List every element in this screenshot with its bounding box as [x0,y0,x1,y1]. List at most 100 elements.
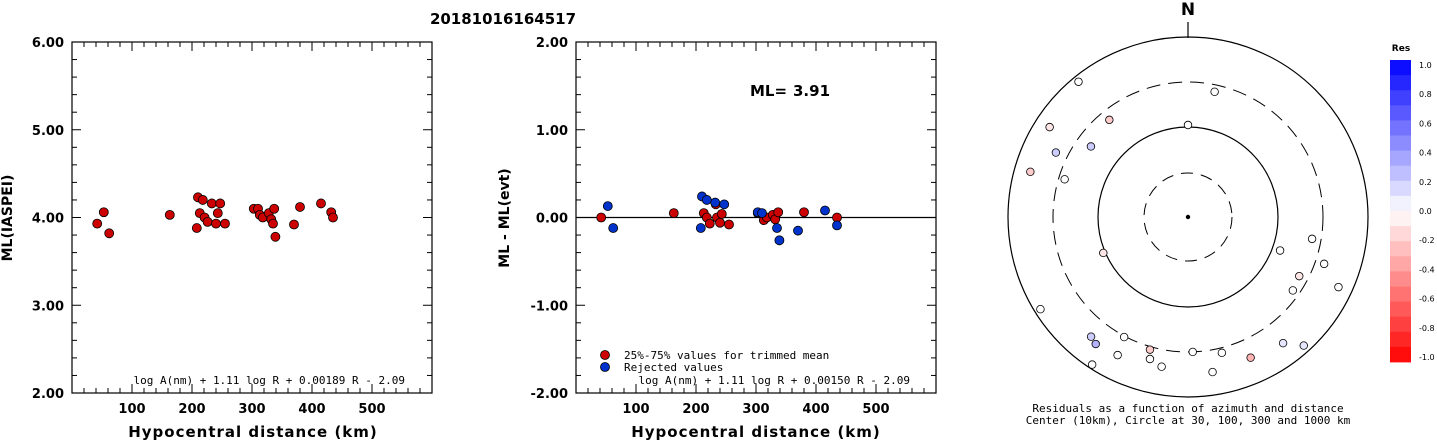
polar-residual-point [1119,332,1129,342]
polar-residual-point [1217,348,1227,358]
left-data-point [104,228,115,239]
colorbar-cell [1390,60,1411,76]
rejected-data-point [602,201,613,211]
colorbar-cells [1390,60,1411,363]
colorbar-cell [1390,90,1411,106]
colorbar-cell [1390,316,1411,333]
colorbar-cell [1390,75,1411,91]
polar-residual-point [1183,120,1193,130]
middle-x-tick-label: 200 [682,402,709,417]
left-y-tick-label: 6.00 [32,36,64,51]
ring-30km [1143,172,1233,262]
rejected-data-point [701,195,712,205]
colorbar-cell [1390,301,1411,318]
left-x-tick-label: 400 [298,402,325,417]
colorbar-cell [1390,286,1411,302]
polar-residual-point [1334,282,1343,292]
legend-trimmed-label: 25%-75% values for trimmed mean [624,349,829,362]
polar-residual-point [1145,345,1155,354]
colorbar-tick-label: 0.2 [1419,178,1432,187]
middle-x-tick-label: 100 [622,402,649,417]
rejected-data-point [757,208,767,219]
left-x-tick-label: 200 [178,402,205,417]
middle-x-tick-label: 500 [862,402,889,417]
colorbar-cell [1390,195,1411,212]
polar-residual-point [1091,339,1100,349]
polar-residual-point [1278,338,1288,348]
middle-x-tick-label: 400 [802,402,829,417]
center-point [1185,214,1191,220]
left-y-axis-label: ML(IASPEI) [0,175,16,262]
left-data-point [98,207,109,218]
polar-residual-point [1099,248,1108,258]
left-data-point [289,219,299,230]
middle-x-tick-label: 300 [742,402,769,417]
left-plot-frame [71,41,433,394]
polar-residual-point [1045,122,1054,132]
left-formula: log A(nm) + 1.11 log R + 0.00189 R - 2.0… [133,374,405,387]
left-y-tick-label: 2.00 [32,387,64,402]
colorbar-cell [1390,226,1411,242]
left-data-points [92,192,338,242]
polar-residual-point [1157,362,1166,371]
rejected-data-point [820,205,830,216]
colorbar-title: Res [1392,44,1410,54]
middle-y-axis-label: ML - ML(evt) [497,168,513,267]
left-data-point [202,216,213,227]
polar-residual-point [1105,115,1114,125]
polar-residual-point [1086,332,1096,341]
polar-panel: N Residuals as a function of azimuth and… [1007,0,1369,427]
colorbar-tick-label: -0.8 [1419,324,1435,333]
polar-residual-point [1036,305,1045,314]
trimmed-data-point [773,207,784,218]
left-axis-ticks: 100 200 300 400 500 2.00 3.00 4.00 5.00 6.00 [32,36,433,417]
ring-300km [1052,81,1324,353]
left-data-point [270,231,281,242]
north-label: N [1181,0,1195,20]
middle-axis-ticks: 100 200 300 400 500 -2.00 -1.00 0.00 1.00 2.00 [531,36,937,417]
colorbar-cell [1390,241,1411,257]
colorbar-tick-label: 0.4 [1419,149,1432,158]
middle-y-tick-label: 1.00 [536,124,568,139]
colorbar-cell [1390,256,1411,272]
rejected-data-point [772,223,782,233]
polar-residual-point [1210,87,1219,96]
colorbar-tick-label: -1.0 [1419,353,1435,362]
colorbar-cell [1390,165,1411,182]
rejected-data-point [719,199,730,210]
left-data-point [328,212,338,223]
polar-residual-point [1060,175,1069,184]
colorbar-labels: 1.0 0.8 0.6 0.4 0.2 0.0 -0.2 -0.4 -0.6 -0.8 -1.0 [1419,61,1435,362]
middle-panel: 100 200 300 400 500 -2.00 -1.00 0.00 1.00 2.00 ML… [497,36,937,441]
legend-rejected-marker [600,362,610,372]
rejected-data-point [774,235,785,246]
ml-value: 3.91 [793,82,830,100]
rejected-data-point [793,225,803,236]
middle-y-tick-label: 0.00 [536,212,568,227]
trimmed-data-point [668,208,679,219]
middle-y-tick-label: -2.00 [531,387,568,402]
colorbar-cell [1390,120,1411,136]
polar-residual-point [1188,347,1197,357]
colorbar-cell [1390,135,1411,151]
colorbar-tick-label: -0.4 [1419,265,1435,274]
polar-residual-point [1208,367,1217,377]
colorbar-tick-label: 1.0 [1419,61,1432,70]
left-data-point [197,195,208,205]
left-x-tick-label: 500 [358,402,385,417]
colorbar-cell [1390,331,1411,348]
polar-residual-point [1288,286,1298,295]
polar-residual-point [1307,234,1317,244]
left-data-point [316,198,326,209]
colorbar-tick-label: 0.6 [1419,119,1432,128]
polar-residual-point [1026,167,1035,176]
polar-residual-point [1299,341,1308,350]
polar-residual-point [1087,360,1097,369]
left-data-point [268,218,278,229]
colorbar-cell [1390,150,1411,167]
middle-formula: log A(nm) + 1.11 log R + 0.00150 R - 2.0… [638,374,910,387]
colorbar-cell [1390,271,1411,287]
polar-residual-point [1051,148,1061,157]
ring-1000km [1007,36,1369,398]
